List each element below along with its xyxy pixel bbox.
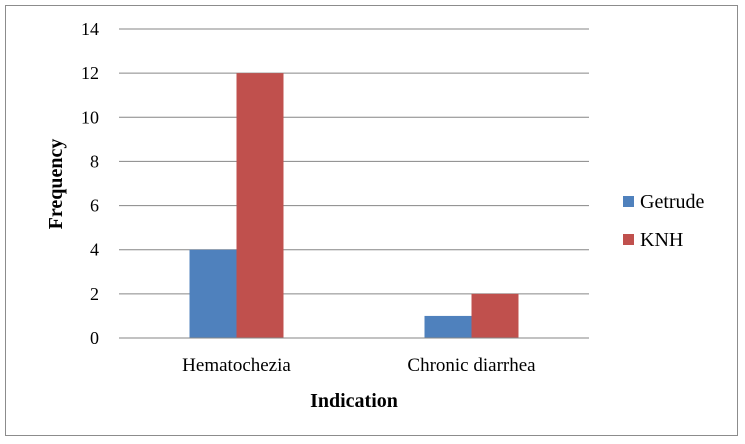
legend-swatch bbox=[623, 234, 634, 245]
x-category-label: Chronic diarrhea bbox=[407, 355, 536, 376]
x-category-labels: Hematochezia Chronic diarrhea bbox=[182, 355, 536, 376]
legend-label: Getrude bbox=[640, 191, 705, 213]
legend-swatch bbox=[623, 196, 634, 207]
y-tick-label: 6 bbox=[90, 196, 99, 216]
legend: Getrude KNH bbox=[623, 191, 705, 251]
y-tick-label: 4 bbox=[90, 240, 99, 260]
y-tick-labels: 0 2 4 6 8 10 12 14 bbox=[81, 19, 99, 348]
bar-knh-hematochezia bbox=[236, 73, 284, 339]
bars bbox=[189, 73, 519, 339]
legend-label: KNH bbox=[640, 229, 683, 251]
x-category-label: Hematochezia bbox=[182, 355, 291, 376]
y-tick-label: 8 bbox=[90, 151, 99, 171]
chart-frame bbox=[5, 5, 738, 436]
y-tick-label: 14 bbox=[81, 19, 99, 39]
bar-getrude-chronic-diarrhea bbox=[424, 315, 472, 338]
x-axis-title: Indication bbox=[310, 390, 398, 412]
y-tick-label: 10 bbox=[81, 107, 99, 127]
y-tick-label: 12 bbox=[81, 63, 99, 83]
y-tick-label: 2 bbox=[90, 284, 99, 304]
bar-getrude-hematochezia bbox=[189, 249, 237, 338]
y-tick-label: 0 bbox=[90, 328, 99, 348]
bar-knh-chronic-diarrhea bbox=[471, 293, 519, 338]
y-axis-title: Frequency bbox=[45, 139, 67, 230]
